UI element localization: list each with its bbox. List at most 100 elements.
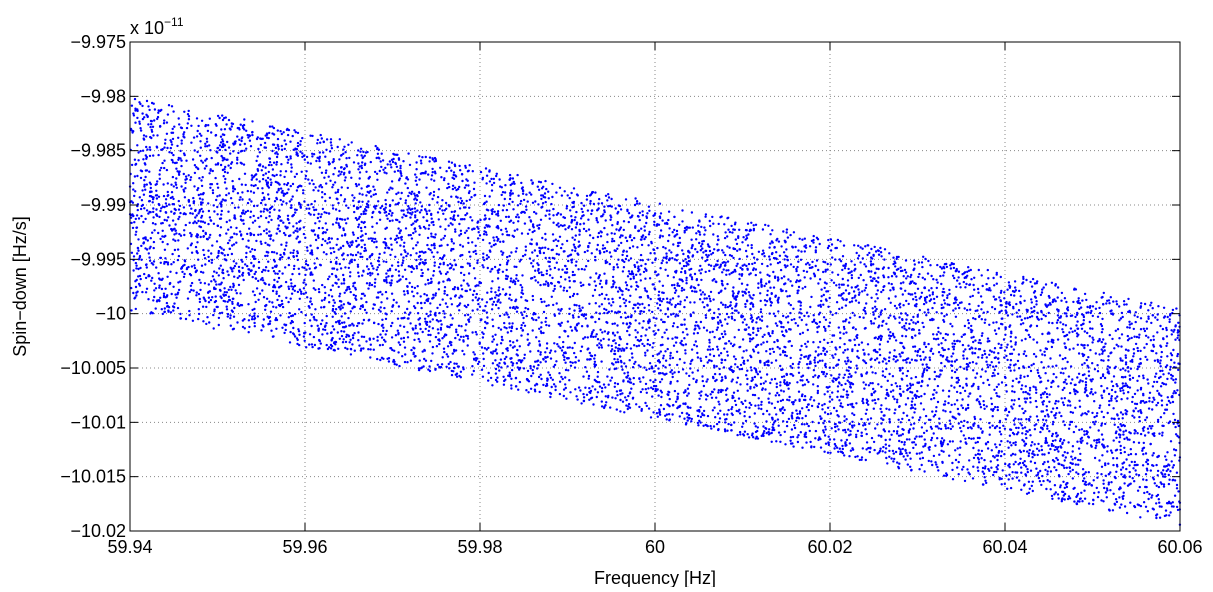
scatter-point: [777, 346, 779, 348]
scatter-point: [822, 271, 824, 273]
scatter-point: [321, 333, 323, 335]
scatter-point: [779, 441, 781, 443]
scatter-point: [1088, 375, 1090, 377]
scatter-point: [615, 228, 617, 230]
scatter-point: [820, 446, 822, 448]
scatter-point: [1106, 368, 1108, 370]
scatter-point: [728, 340, 730, 342]
scatter-point: [809, 441, 811, 443]
scatter-point: [503, 322, 505, 324]
scatter-point: [834, 346, 836, 348]
scatter-point: [668, 405, 670, 407]
scatter-point: [230, 167, 232, 169]
scatter-point: [739, 383, 741, 385]
scatter-point: [1014, 461, 1016, 463]
scatter-point: [993, 284, 995, 286]
scatter-point: [627, 408, 629, 410]
scatter-point: [818, 403, 820, 405]
scatter-point: [818, 375, 820, 377]
scatter-point: [791, 401, 793, 403]
scatter-point: [1156, 331, 1158, 333]
scatter-point: [716, 264, 718, 266]
scatter-point: [574, 361, 576, 363]
scatter-point: [1050, 386, 1052, 388]
scatter-point: [994, 369, 996, 371]
scatter-point: [482, 352, 484, 354]
scatter-point: [243, 223, 245, 225]
scatter-point: [999, 431, 1001, 433]
scatter-point: [783, 375, 785, 377]
scatter-point: [1041, 353, 1043, 355]
scatter-point: [968, 322, 970, 324]
scatter-point: [807, 381, 809, 383]
scatter-point: [601, 286, 603, 288]
scatter-point: [986, 356, 988, 358]
scatter-point: [1061, 292, 1063, 294]
scatter-point: [893, 336, 895, 338]
scatter-point: [818, 325, 820, 327]
scatter-point: [601, 405, 603, 407]
scatter-point: [544, 351, 546, 353]
scatter-point: [724, 254, 726, 256]
scatter-point: [617, 361, 619, 363]
scatter-point: [647, 343, 649, 345]
scatter-point: [135, 294, 137, 296]
scatter-point: [509, 198, 511, 200]
scatter-point: [277, 145, 279, 147]
scatter-point: [1120, 445, 1122, 447]
scatter-point: [347, 217, 349, 219]
scatter-point: [1101, 466, 1103, 468]
scatter-point: [616, 263, 618, 265]
scatter-point: [203, 297, 205, 299]
scatter-point: [247, 202, 249, 204]
scatter-point: [381, 319, 383, 321]
scatter-point: [176, 145, 178, 147]
scatter-point: [359, 193, 361, 195]
scatter-point: [657, 307, 659, 309]
scatter-point: [607, 395, 609, 397]
scatter-point: [251, 177, 253, 179]
scatter-point: [149, 155, 151, 157]
scatter-point: [665, 329, 667, 331]
scatter-point: [1109, 509, 1111, 511]
scatter-point: [1140, 388, 1142, 390]
scatter-point: [1043, 453, 1045, 455]
scatter-point: [145, 169, 147, 171]
scatter-point: [1144, 434, 1146, 436]
scatter-point: [563, 388, 565, 390]
scatter-point: [149, 146, 151, 148]
scatter-point: [1008, 281, 1010, 283]
scatter-point: [1083, 347, 1085, 349]
scatter-point: [429, 310, 431, 312]
scatter-point: [262, 178, 264, 180]
scatter-point: [264, 255, 266, 257]
scatter-point: [945, 475, 947, 477]
scatter-point: [450, 238, 452, 240]
scatter-point: [679, 415, 681, 417]
scatter-point: [196, 241, 198, 243]
scatter-point: [371, 216, 373, 218]
scatter-point: [1090, 312, 1092, 314]
scatter-point: [985, 370, 987, 372]
scatter-point: [326, 315, 328, 317]
scatter-point: [173, 302, 175, 304]
scatter-point: [848, 373, 850, 375]
scatter-point: [1000, 455, 1002, 457]
scatter-point: [419, 328, 421, 330]
scatter-point: [1054, 284, 1056, 286]
scatter-point: [1062, 454, 1064, 456]
scatter-point: [1070, 411, 1072, 413]
scatter-point: [224, 291, 226, 293]
scatter-point: [1081, 328, 1083, 330]
scatter-point: [133, 221, 135, 223]
scatter-point: [898, 316, 900, 318]
scatter-point: [1062, 323, 1064, 325]
scatter-point: [645, 369, 647, 371]
scatter-point: [918, 261, 920, 263]
scatter-point: [1096, 412, 1098, 414]
scatter-point: [986, 311, 988, 313]
scatter-point: [1101, 341, 1103, 343]
scatter-point: [416, 184, 418, 186]
scatter-point: [544, 238, 546, 240]
scatter-point: [1129, 374, 1131, 376]
